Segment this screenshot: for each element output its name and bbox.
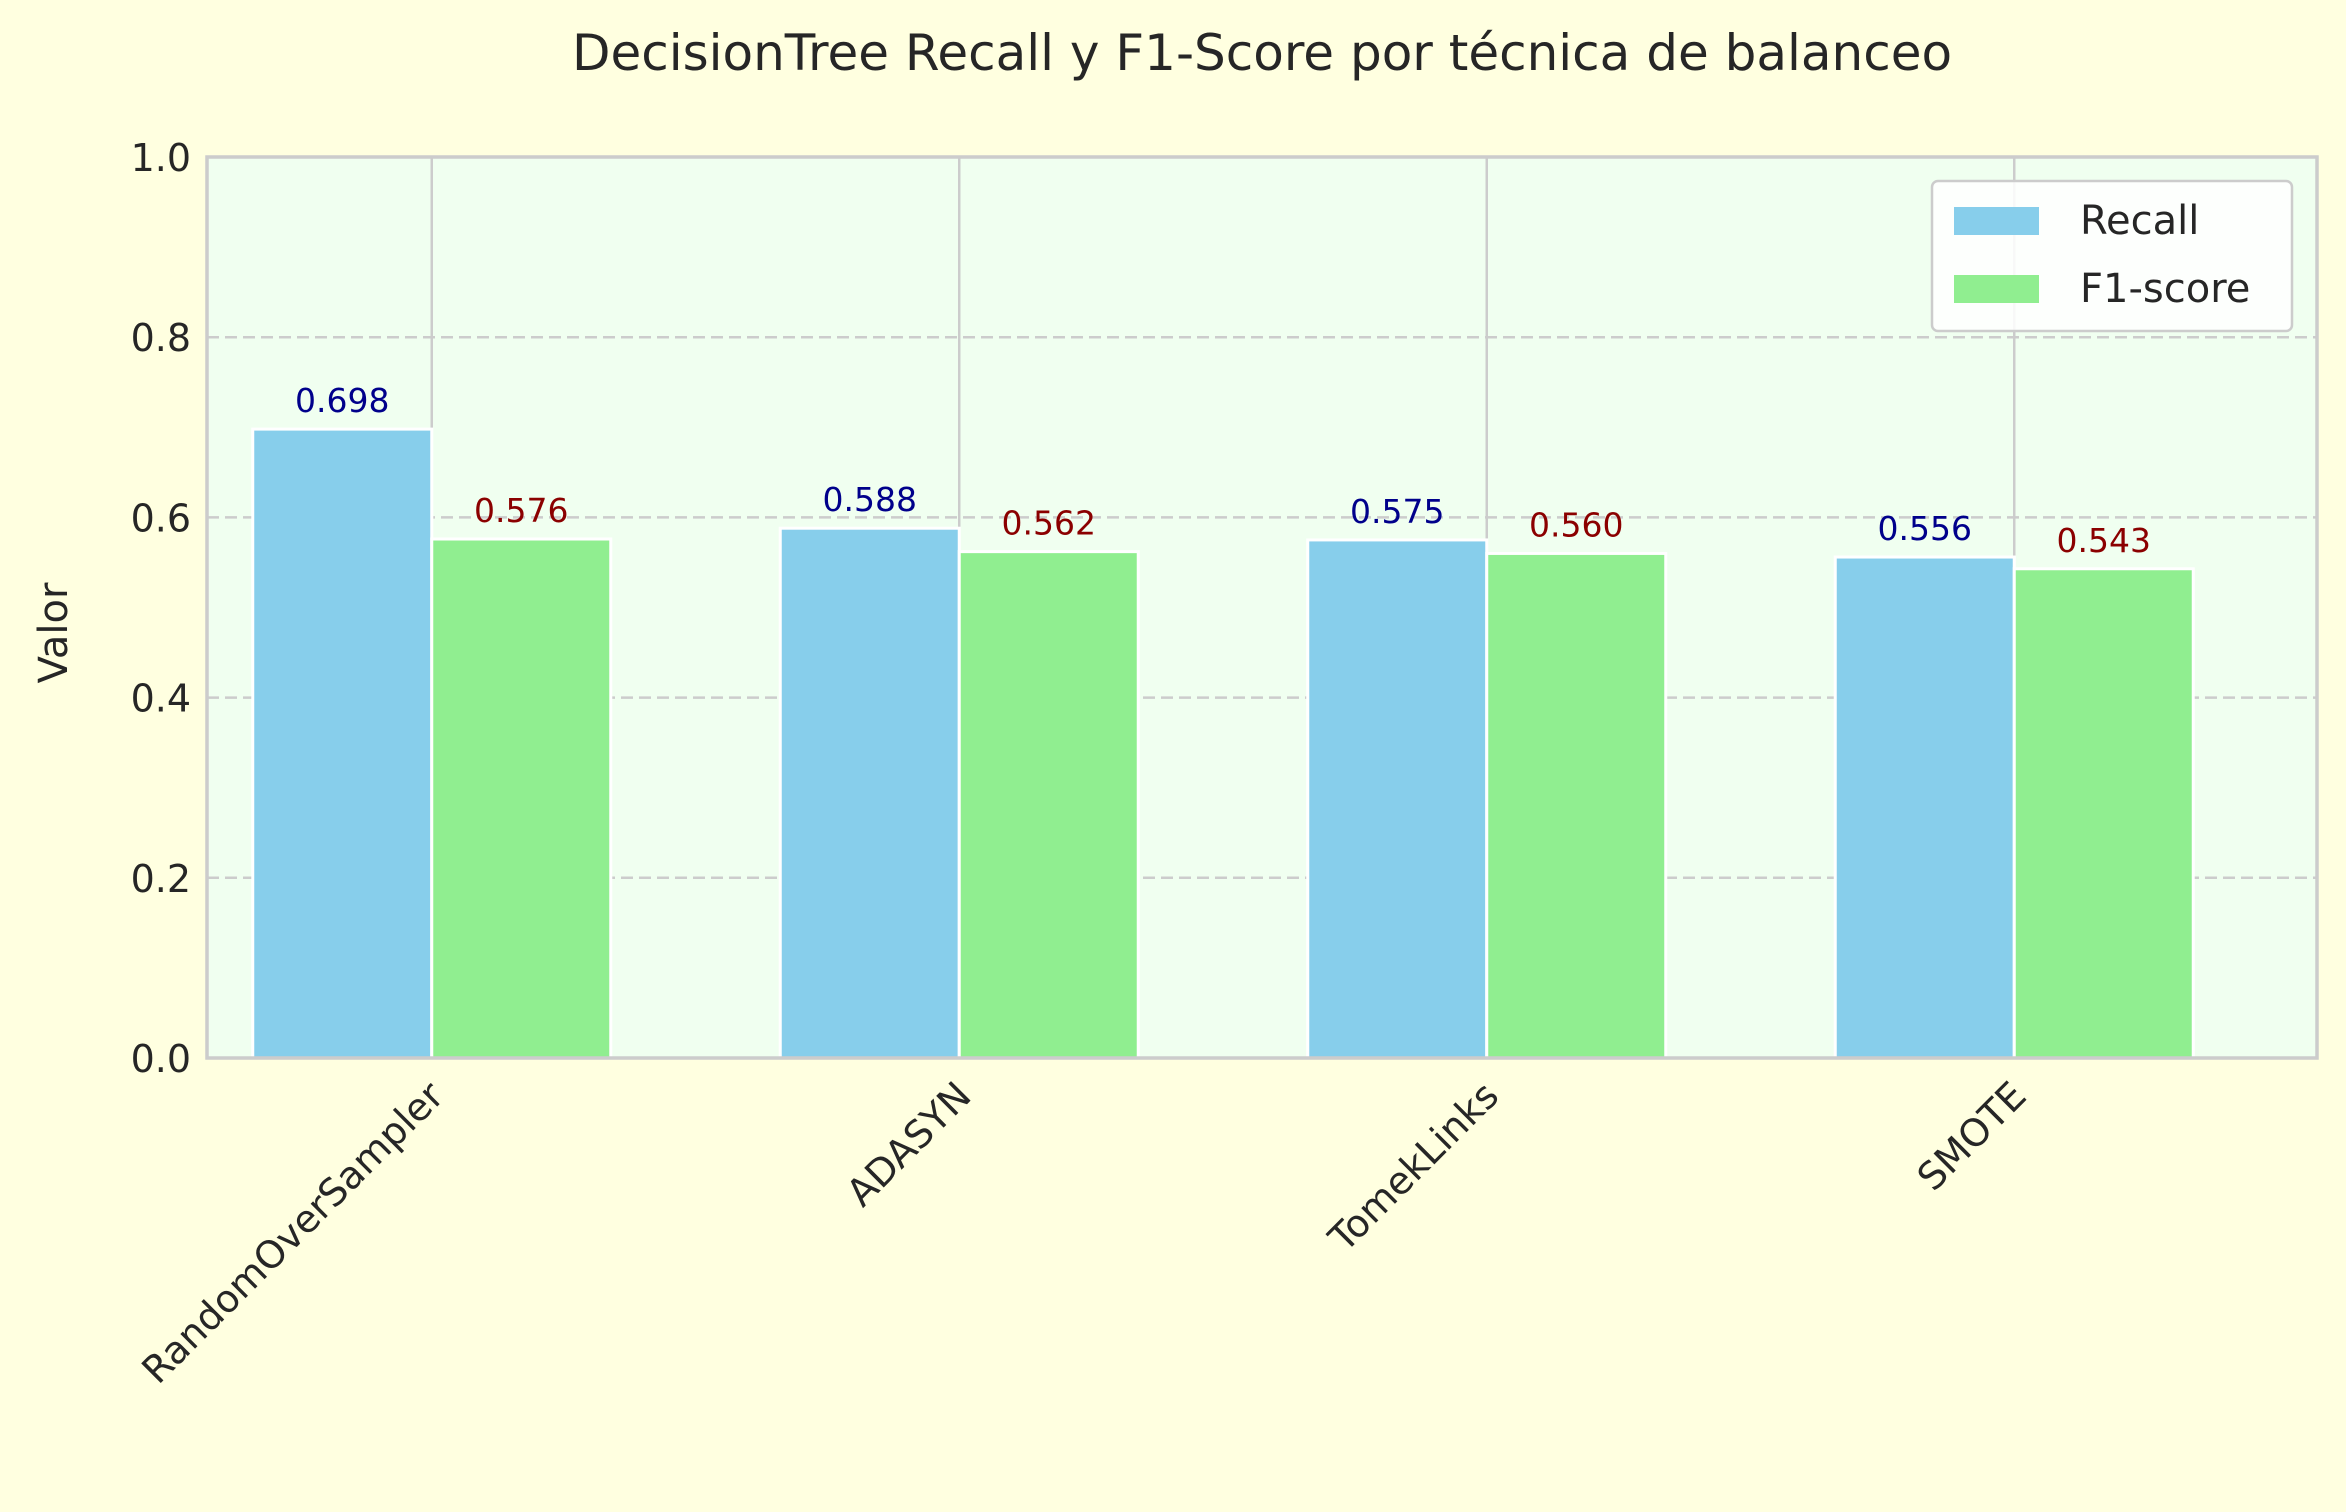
bar-recall <box>1306 538 1489 1060</box>
bar-value-label: 0.556 <box>1878 509 1972 548</box>
bar-value-label: 0.576 <box>474 491 568 530</box>
bar-f1-score <box>957 550 1140 1060</box>
x-tick-label: SMOTE <box>1909 1073 2035 1199</box>
y-tick-label: 0.2 <box>131 857 191 901</box>
bar-f1-score <box>1485 551 1668 1060</box>
bar-value-label: 0.543 <box>2057 521 2151 560</box>
bar-value-label: 0.588 <box>823 480 917 519</box>
chart-title: DecisionTree Recall y F1-Score por técni… <box>572 24 1952 82</box>
bar-value-label: 0.575 <box>1350 492 1444 531</box>
y-tick-label: 1.0 <box>131 136 191 180</box>
y-tick-label: 0.8 <box>131 316 191 360</box>
bar-recall <box>778 526 961 1060</box>
y-axis-label: Valor <box>31 582 77 683</box>
bar-value-label: 0.560 <box>1529 505 1623 544</box>
y-tick-label: 0.4 <box>131 677 191 721</box>
bar-value-label: 0.562 <box>1002 504 1096 543</box>
y-tick-label: 0.6 <box>131 496 191 540</box>
bar-value-label: 0.698 <box>295 381 389 420</box>
bar-recall <box>1833 555 2016 1060</box>
x-tick-label: ADASYN <box>838 1073 980 1215</box>
legend-swatch-recall <box>1954 207 2039 235</box>
plot-frame <box>205 155 2319 1060</box>
x-tick-label: TomekLinks <box>1320 1073 1507 1260</box>
y-tick-label: 0.0 <box>131 1037 191 1081</box>
legend: Recall F1-score <box>1930 179 2294 333</box>
x-tick-label: RandomOverSampler <box>133 1073 452 1392</box>
legend-swatch-f1-score <box>1954 275 2039 303</box>
legend-label-f1-score: F1-score <box>2080 266 2250 312</box>
legend-label-recall: Recall <box>2080 198 2199 244</box>
bar-f1-score <box>430 537 613 1060</box>
bar-recall <box>251 427 434 1060</box>
bar-f1-score <box>2012 567 2195 1060</box>
